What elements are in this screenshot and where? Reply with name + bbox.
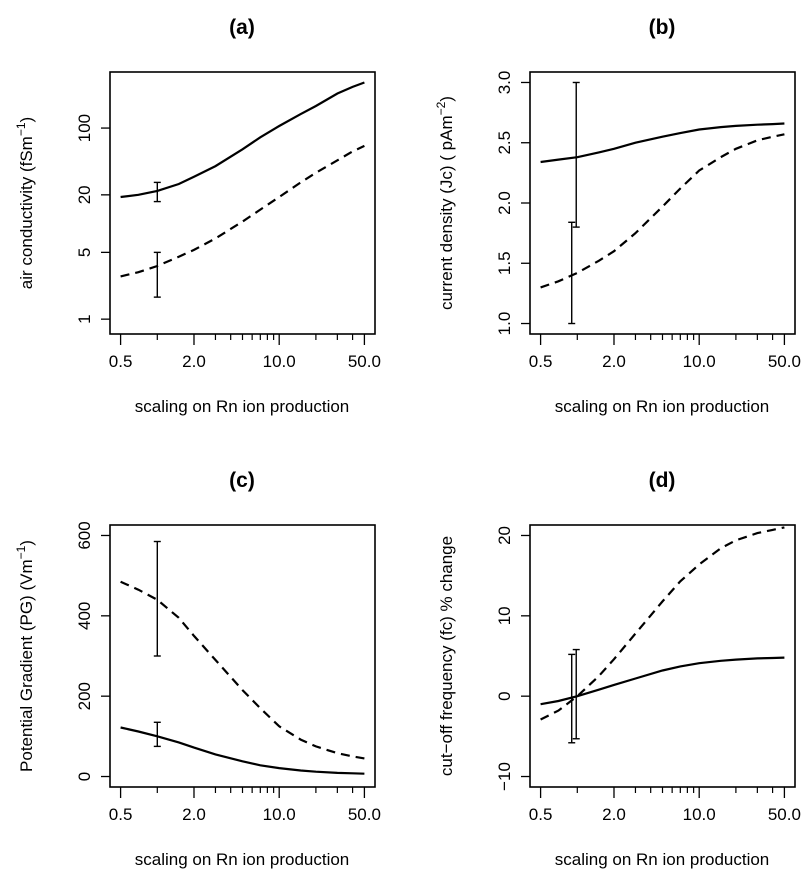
y-tick-label: 2.0 [495, 191, 514, 215]
series-line-solid [540, 656, 785, 706]
y-tick-label: 0 [495, 691, 514, 700]
panel-c-lines [120, 580, 365, 775]
y-tick-label: −10 [495, 762, 514, 791]
x-tick-label: 0.5 [109, 805, 133, 824]
panel-d-x-label: scaling on Rn ion production [555, 850, 770, 869]
y-tick-label: 600 [75, 521, 94, 549]
x-tick-label: 2.0 [602, 352, 626, 371]
panel-c-frame [109, 524, 376, 788]
panel-d-frame [529, 524, 796, 788]
panel-c-title: (c) [229, 469, 255, 492]
panel-a-frame [109, 71, 376, 335]
panel-a-y-axis: 1 5 20 100 [75, 114, 110, 324]
x-tick-label: 0.5 [109, 352, 133, 371]
y-tick-label: 200 [75, 682, 94, 710]
panel-b: (b) 0.5 2.0 10.0 50.0 1.0 1.5 2.0 2.5 3.0 scali… [434, 16, 801, 416]
y-tick-label: 2.5 [495, 131, 514, 155]
x-tick-label: 0.5 [529, 805, 553, 824]
error-bar [572, 648, 580, 740]
panel-b-y-label: current density (Jc) ( pAm−2) [434, 96, 456, 310]
panel-b-title: (b) [649, 16, 676, 39]
x-tick-label: 10.0 [683, 352, 716, 371]
error-bar [153, 721, 161, 748]
series-line-dashed [540, 133, 785, 289]
panel-d-title: (d) [649, 469, 676, 492]
y-tick-label: 1.5 [495, 251, 514, 275]
panel-b-frame [529, 71, 796, 335]
panel-c-x-label: scaling on Rn ion production [135, 850, 350, 869]
panel-c-y-axis: 0 200 400 600 [75, 521, 110, 781]
series-line-solid [540, 122, 785, 164]
panel-d-y-label: cut−off frequency (fc) % change [437, 536, 456, 776]
panel-b-error-bars [568, 81, 580, 325]
series-line-dashed [120, 580, 365, 760]
x-tick-label: 10.0 [263, 352, 296, 371]
x-tick-label: 10.0 [263, 805, 296, 824]
panel-d-y-axis: −10 0 10 20 [495, 526, 530, 791]
x-tick-label: 2.0 [182, 352, 206, 371]
error-bar [568, 221, 576, 325]
panel-a-x-axis: 0.5 2.0 10.0 50.0 [109, 334, 381, 371]
y-tick-label: 5 [75, 248, 94, 257]
panel-b-lines [540, 122, 785, 289]
panel-c-y-label: Potential Gradient (PG) (Vm−1) [14, 540, 36, 772]
y-tick-label: 400 [75, 602, 94, 630]
panel-d-x-axis: 0.5 2.0 10.0 50.0 [529, 787, 801, 824]
panel-a-error-bars [153, 181, 161, 298]
series-line-dashed [540, 526, 785, 721]
y-tick-label: 3.0 [495, 71, 514, 95]
series-line-dashed [120, 144, 365, 278]
panel-c-x-axis: 0.5 2.0 10.0 50.0 [109, 787, 381, 824]
panel-b-x-label: scaling on Rn ion production [555, 397, 770, 416]
panel-d-lines [540, 526, 785, 721]
y-tick-label: 10 [495, 606, 514, 625]
x-tick-label: 50.0 [768, 805, 801, 824]
panel-a-lines [120, 81, 365, 278]
x-tick-label: 50.0 [348, 352, 381, 371]
x-tick-label: 10.0 [683, 805, 716, 824]
y-tick-label: 1 [75, 314, 94, 323]
x-tick-label: 0.5 [529, 352, 553, 371]
y-tick-label: 20 [75, 185, 94, 204]
error-bar [572, 81, 580, 228]
panel-a-x-label: scaling on Rn ion production [135, 397, 350, 416]
panel-a-y-label: air conductivity (fSm−1) [14, 117, 36, 289]
error-bar [153, 251, 161, 298]
panel-a: (a) 0.5 2.0 10.0 50.0 1 5 20 100 scaling on Rn… [14, 16, 381, 416]
panel-b-x-axis: 0.5 2.0 10.0 50.0 [529, 334, 801, 371]
error-bar [153, 540, 161, 657]
panel-c: (c) 0.5 2.0 10.0 50.0 0 200 400 600 scaling on… [14, 469, 381, 869]
series-line-solid [120, 81, 365, 199]
x-tick-label: 50.0 [348, 805, 381, 824]
panel-a-title: (a) [229, 16, 255, 39]
y-tick-label: 100 [75, 114, 94, 142]
y-tick-label: 20 [495, 526, 514, 545]
x-tick-label: 2.0 [602, 805, 626, 824]
x-tick-label: 50.0 [768, 352, 801, 371]
series-line-solid [120, 726, 365, 775]
y-tick-label: 0 [75, 772, 94, 781]
panel-d: (d) 0.5 2.0 10.0 50.0 −10 0 10 20 scaling on R… [437, 469, 801, 869]
panel-b-y-axis: 1.0 1.5 2.0 2.5 3.0 [495, 71, 530, 336]
y-tick-label: 1.0 [495, 312, 514, 336]
panel-c-error-bars [153, 540, 161, 748]
x-tick-label: 2.0 [182, 805, 206, 824]
